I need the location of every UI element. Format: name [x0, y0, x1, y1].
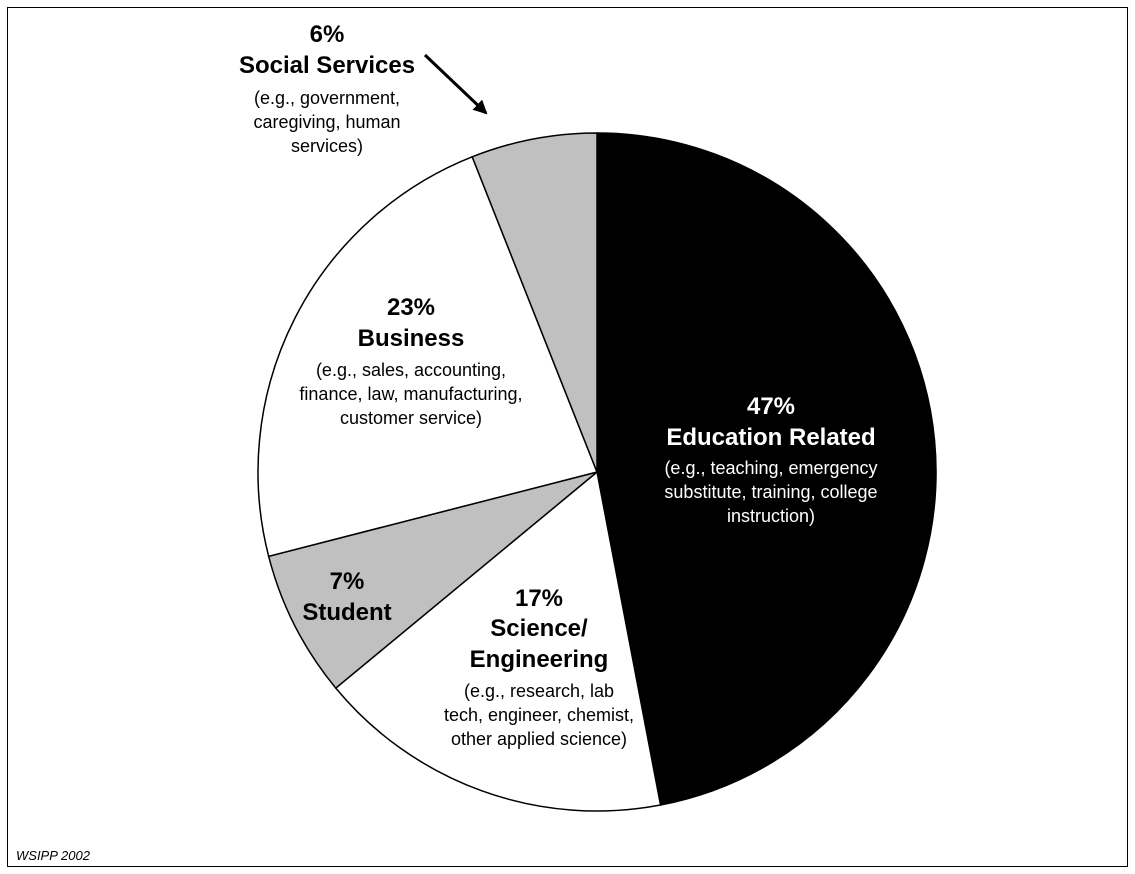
slice-pct-science: 17%: [515, 585, 563, 612]
slice-detail-science-2: tech, engineer, chemist,: [444, 705, 634, 725]
pie-slice-science: [334, 470, 662, 812]
slice-pct-student: 7%: [330, 568, 365, 595]
pie-slice-education: [596, 132, 937, 806]
slice-detail-social-3: services): [291, 136, 363, 156]
slice-detail-social-2: caregiving, human: [253, 112, 400, 132]
slice-name-science: Science/: [490, 615, 588, 642]
slice-detail-education-1: (e.g., teaching, emergency: [664, 458, 877, 478]
slice-detail-education-2: substitute, training, college: [664, 482, 877, 502]
label-social-services: 6% Social Services (e.g., government, ca…: [239, 21, 415, 156]
pie-slice-social-services: [471, 132, 598, 473]
label-business: 23% Business (e.g., sales, accounting, f…: [299, 294, 522, 428]
slice-pct-education: 47%: [747, 393, 795, 420]
slice-detail-education-3: instruction): [727, 506, 815, 526]
label-science: 17% Science/ Engineering (e.g., research…: [444, 585, 634, 749]
label-education: 47% Education Related (e.g., teaching, e…: [664, 393, 877, 526]
label-student: 7% Student: [302, 568, 391, 626]
slice-pct-social: 6%: [310, 21, 345, 48]
slice-name-social: Social Services: [239, 52, 415, 79]
slice-detail-social-1: (e.g., government,: [254, 88, 400, 108]
pie-chart: 47% Education Related (e.g., teaching, e…: [239, 21, 937, 812]
slice-detail-science-1: (e.g., research, lab: [464, 681, 614, 701]
chart-frame: 47% Education Related (e.g., teaching, e…: [7, 7, 1128, 867]
slice-detail-business-3: customer service): [340, 408, 482, 428]
source-note: WSIPP 2002: [16, 848, 90, 863]
pie-slice-student: [267, 471, 598, 690]
slice-name-business: Business: [358, 325, 465, 352]
slice-name-education: Education Related: [666, 424, 875, 451]
slice-detail-science-3: other applied science): [451, 729, 627, 749]
slice-pct-business: 23%: [387, 294, 435, 321]
slice-detail-business-2: finance, law, manufacturing,: [299, 384, 522, 404]
pie-slices: [257, 132, 937, 812]
pie-slice-business: [257, 155, 599, 558]
social-services-arrow: [423, 53, 488, 115]
slice-detail-business-1: (e.g., sales, accounting,: [316, 360, 506, 380]
slice-name2-science: Engineering: [470, 646, 609, 673]
slice-name-student: Student: [302, 599, 391, 626]
